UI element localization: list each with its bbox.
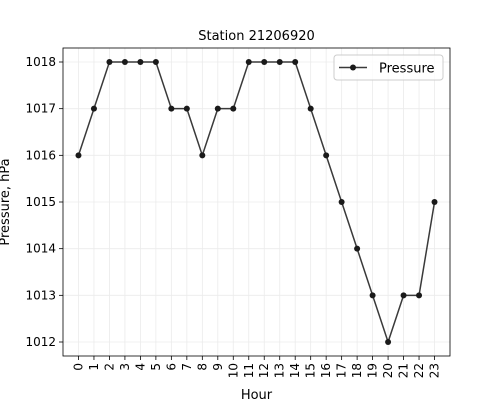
pressure-point — [385, 339, 391, 345]
pressure-point — [339, 199, 345, 205]
y-tick-label: 1017 — [25, 102, 56, 116]
chart-title: Station 21206920 — [198, 29, 315, 44]
pressure-point — [261, 59, 267, 65]
pressure-point — [75, 152, 81, 158]
x-tick-label: 15 — [304, 363, 318, 378]
x-tick-label: 12 — [257, 363, 271, 378]
legend-label: Pressure — [379, 62, 435, 77]
x-tick-label: 1 — [87, 363, 101, 371]
x-tick-label: 9 — [211, 363, 225, 371]
pressure-point — [370, 292, 376, 298]
y-tick-label: 1016 — [25, 148, 56, 162]
pressure-point — [416, 292, 422, 298]
x-tick-label: 14 — [288, 363, 302, 378]
pressure-point — [277, 59, 283, 65]
x-tick-label: 6 — [164, 363, 178, 371]
x-tick-label: 5 — [149, 363, 163, 371]
pressure-point — [401, 292, 407, 298]
x-tick-label: 21 — [397, 363, 411, 378]
pressure-point — [292, 59, 298, 65]
pressure-point — [308, 106, 314, 112]
pressure-point — [184, 106, 190, 112]
pressure-point — [153, 59, 159, 65]
pressure-point — [246, 59, 252, 65]
x-tick-label: 0 — [71, 363, 85, 371]
x-tick-label: 18 — [350, 363, 364, 378]
x-tick-label: 10 — [226, 363, 240, 378]
x-tick-label: 17 — [335, 363, 349, 378]
x-tick-label: 23 — [428, 363, 442, 378]
x-axis-label: Hour — [241, 388, 273, 400]
pressure-point — [106, 59, 112, 65]
x-tick-label: 3 — [118, 363, 132, 371]
pressure-point — [91, 106, 97, 112]
pressure-point — [199, 152, 205, 158]
pressure-point — [432, 199, 438, 205]
pressure-point — [137, 59, 143, 65]
x-tick-label: 8 — [195, 363, 209, 371]
y-tick-label: 1012 — [25, 335, 56, 349]
x-tick-label: 16 — [319, 363, 333, 378]
y-tick-label: 1015 — [25, 195, 56, 209]
x-tick-label: 19 — [366, 363, 380, 378]
x-tick-label: 22 — [412, 363, 426, 378]
y-axis-label: Pressure, hPa — [0, 158, 13, 245]
pressure-point — [354, 246, 360, 252]
pressure-point — [230, 106, 236, 112]
pressure-point — [323, 152, 329, 158]
x-tick-label: 2 — [102, 363, 116, 371]
y-tick-label: 1013 — [25, 288, 56, 302]
x-tick-label: 4 — [133, 363, 147, 371]
x-tick-label: 20 — [381, 363, 395, 378]
pressure-point — [168, 106, 174, 112]
x-tick-label: 11 — [242, 363, 256, 378]
y-tick-label: 1014 — [25, 242, 56, 256]
pressure-point — [215, 106, 221, 112]
x-tick-label: 7 — [180, 363, 194, 371]
legend: Pressure — [334, 55, 443, 80]
pressure-point — [122, 59, 128, 65]
y-tick-label: 1018 — [25, 55, 56, 69]
x-tick-label: 13 — [273, 363, 287, 378]
legend-marker-swatch — [350, 65, 356, 71]
